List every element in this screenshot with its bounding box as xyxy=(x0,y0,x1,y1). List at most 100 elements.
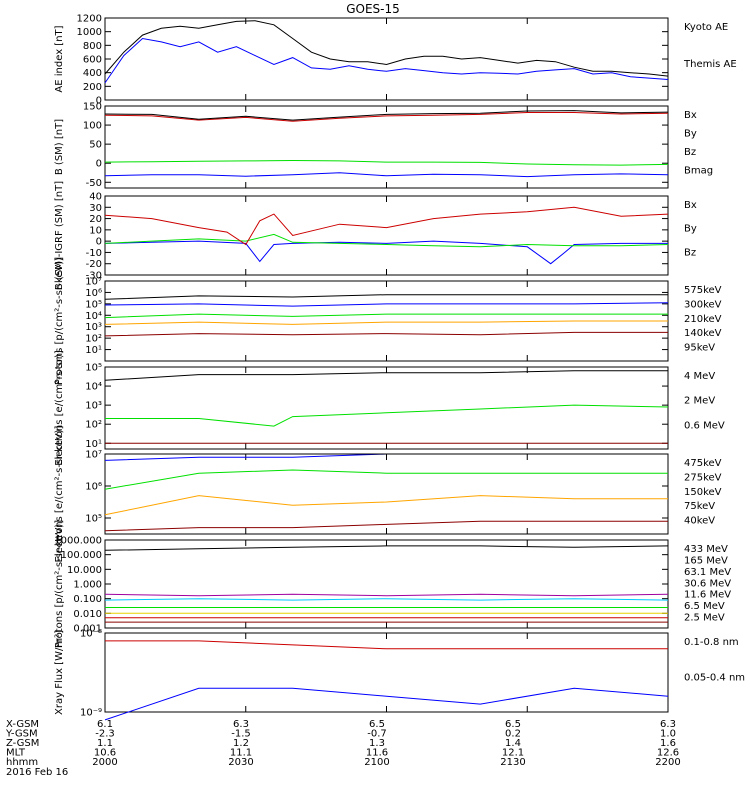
legend-entry: Bz xyxy=(684,247,696,258)
footer-value: 2000 xyxy=(92,757,117,768)
plot-frame xyxy=(104,195,669,276)
y-tick-label: 10⁴ xyxy=(85,311,102,322)
series-line-bz xyxy=(104,206,669,246)
y-tick-label: 30 xyxy=(89,203,102,214)
footer-value: 1.0 xyxy=(660,729,676,740)
y-tick-label: 10¹ xyxy=(85,345,102,356)
legend-entry: 4 MeV xyxy=(684,371,715,382)
footer-value: -1.5 xyxy=(231,729,251,740)
y-axis-label: Xray Flux [W/m²] xyxy=(54,630,65,715)
y-tick-label: 1000 xyxy=(77,27,102,38)
legend-entry: 300keV xyxy=(684,299,722,310)
y-tick-label: 1.000 xyxy=(73,580,102,591)
plot-frame xyxy=(104,539,669,629)
y-axis-label: B (SM)-IGRF (SM) [nT] xyxy=(54,181,65,290)
footer-value: 10.6 xyxy=(94,748,116,759)
series-line-0-6-mev xyxy=(104,370,668,381)
series-line-bx xyxy=(104,240,668,265)
y-tick-label: 50 xyxy=(89,140,102,151)
series-line-2-5-mev xyxy=(104,545,669,551)
panel-electrons1: 10¹ 10² 10³ 10⁴ 10⁵ Electrons [e/(cm²-s-sr)] 4… xyxy=(54,350,725,466)
legend-entry: 75keV xyxy=(684,501,715,512)
figure-title: GOES-15 xyxy=(346,2,400,16)
y-tick-label: 1200 xyxy=(77,14,102,25)
legend-entry: Themis AE xyxy=(683,59,737,70)
y-tick-label: 100.000 xyxy=(61,550,102,561)
legend-entry: 40keV xyxy=(684,516,715,527)
y-tick-label: -10 xyxy=(86,248,102,259)
footer-row-label: Y-GSM xyxy=(5,729,38,740)
footer-value: 6.5 xyxy=(505,719,521,730)
footer-value: 2030 xyxy=(228,757,253,768)
legend-entry: By xyxy=(684,129,697,140)
y-axis-label: Electrons [e/(cm²-s-sr-keV)] xyxy=(54,425,65,562)
legend-entry: Bx xyxy=(684,200,697,211)
footer-value: 11.1 xyxy=(230,748,252,759)
y-tick-label: 400 xyxy=(83,68,102,79)
legend-entry: 475keV xyxy=(684,458,722,469)
series-line-140kev xyxy=(104,302,669,307)
legend-entry: 30.6 MeV xyxy=(684,578,731,589)
footer-value: 6.3 xyxy=(660,719,676,730)
footer-row-label: Z-GSM xyxy=(6,738,39,749)
y-tick-label: 10⁵ xyxy=(85,363,102,374)
series-line-2-mev xyxy=(105,404,669,427)
legend-entry: 0.1-0.8 nm xyxy=(684,637,739,648)
series-line-95kev xyxy=(104,294,668,300)
series-line-475kev xyxy=(104,520,668,532)
legend-entry: 63.1 MeV xyxy=(684,567,731,578)
legend-entry: 95keV xyxy=(684,343,715,354)
series-line-575kev xyxy=(104,331,668,337)
series-line-150kev xyxy=(104,469,668,490)
series-line-210kev xyxy=(104,313,668,319)
y-tick-label: 20 xyxy=(89,214,102,225)
series-line-300kev xyxy=(104,320,668,325)
panel-electrons2: 10⁵ 10⁶ 10⁷ Electrons [e/(cm²-s-sr-keV)] 475… xyxy=(54,425,722,562)
footer-value: 6.3 xyxy=(233,719,249,730)
y-tick-label: 10.000 xyxy=(67,565,102,576)
y-tick-label: 10⁴ xyxy=(85,382,102,393)
footer-value: 12.6 xyxy=(657,748,679,759)
series-line-0-1-0-8-nm xyxy=(105,640,668,650)
series-line-11-6-mev xyxy=(104,598,669,601)
y-tick-label: 0 xyxy=(96,159,102,170)
y-tick-label: 10⁶ xyxy=(85,288,102,299)
footer-row-label: X-GSM xyxy=(6,719,39,730)
legend-entry: Kyoto AE xyxy=(684,22,728,33)
footer-value: 2100 xyxy=(364,757,389,768)
footer-value: 12.1 xyxy=(502,748,524,759)
y-tick-label: 800 xyxy=(83,41,102,52)
legend-entry: 150keV xyxy=(684,487,722,498)
legend-entry: 2 MeV xyxy=(684,396,715,407)
legend-entry: 6.5 MeV xyxy=(684,601,725,612)
series-line-0-05-0-4-nm xyxy=(104,687,669,721)
plot-frame xyxy=(104,632,669,713)
series-line-bz xyxy=(104,112,669,122)
date-label: 2016 Feb 16 xyxy=(6,767,68,778)
y-tick-label: 0 xyxy=(96,237,102,248)
y-axis-label: Protons [p/(cm²-s-sr-keV)] xyxy=(54,520,65,648)
y-tick-label: 0.010 xyxy=(73,609,102,620)
y-tick-label: 10⁷ xyxy=(85,450,102,461)
footer-row-label: MLT xyxy=(6,748,26,759)
legend-entry: 165 MeV xyxy=(684,555,728,566)
series-line-by xyxy=(104,233,669,248)
y-tick-label: 10⁷ xyxy=(85,277,102,288)
y-tick-label: 200 xyxy=(83,82,102,93)
y-axis-label: AE index [nT] xyxy=(54,25,65,92)
footer-value: 6.5 xyxy=(369,719,385,730)
plot-frame xyxy=(104,453,669,535)
y-tick-label: 10³ xyxy=(85,322,102,333)
y-tick-label: 10² xyxy=(85,420,102,431)
y-tick-label: 0.100 xyxy=(73,594,102,605)
y-tick-label: -50 xyxy=(86,178,102,189)
y-axis-label: B (SM) [nT] xyxy=(54,119,65,175)
footer-value: -2.3 xyxy=(95,729,115,740)
plot-frame xyxy=(104,366,669,450)
series-line-bx xyxy=(104,172,669,178)
y-tick-label: 1000.000 xyxy=(54,536,102,547)
panel-ae: 0 200 400 600 800 1000 1200 AE index [nT] Kyoto … xyxy=(54,14,737,107)
